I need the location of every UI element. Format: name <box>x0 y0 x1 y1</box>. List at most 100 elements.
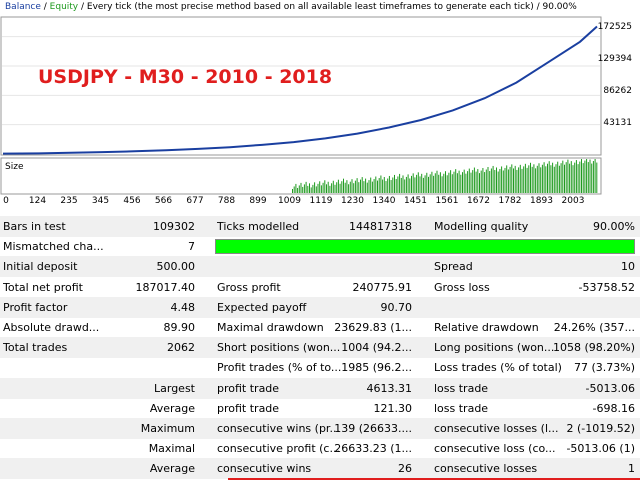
size-label: Size <box>5 162 24 172</box>
report-value <box>540 297 635 318</box>
size-bar <box>433 175 435 193</box>
size-bar <box>303 184 305 193</box>
size-bar <box>428 176 429 193</box>
test-description: / Every tick (the most precise method ba… <box>78 2 577 12</box>
report-value: 77 (3.73%) <box>573 361 635 375</box>
report-label: loss trade <box>434 381 489 395</box>
report-value: 187017.40 <box>135 280 196 294</box>
size-bar <box>387 178 389 193</box>
size-bar <box>375 176 377 193</box>
size-bar <box>409 178 411 193</box>
size-bar <box>453 171 455 193</box>
size-bar <box>336 182 338 193</box>
size-bar <box>485 169 487 193</box>
size-bar <box>390 180 392 193</box>
size-bar <box>462 172 463 193</box>
report-label: consecutive wins <box>217 462 312 476</box>
size-bar <box>405 176 407 193</box>
size-bar <box>484 172 486 193</box>
size-bar <box>419 176 421 193</box>
size-bar <box>592 161 594 193</box>
size-bar <box>596 162 598 193</box>
report-label: Profit trades (% of to... <box>217 361 342 375</box>
size-bar <box>458 170 460 193</box>
size-bar <box>518 167 520 193</box>
size-bar <box>451 174 453 193</box>
report-value: 500.00 <box>156 260 196 274</box>
size-bar <box>377 180 378 193</box>
size-bar <box>414 177 416 193</box>
size-bar <box>363 181 365 193</box>
report-value: 26 <box>398 462 412 476</box>
balance-graph: Balance / Equity / Every tick (the most … <box>0 0 640 215</box>
size-bar <box>572 165 574 193</box>
size-bar <box>502 170 504 193</box>
size-bar <box>530 162 531 193</box>
size-bar <box>494 170 496 193</box>
report-label: loss trade <box>434 401 489 415</box>
size-bar <box>581 159 582 193</box>
y-tick-label: 129394 <box>597 54 632 64</box>
size-bar <box>351 179 353 193</box>
size-bar <box>305 181 307 193</box>
equity-legend: Equity <box>49 2 79 12</box>
report-label: Total net profit <box>3 280 83 294</box>
report-row: Absolute drawd... 89.90 Maximal drawdown 23… <box>0 317 640 338</box>
report-value: 109302 <box>153 220 195 233</box>
size-bar <box>344 182 346 193</box>
report-value: 90.70 <box>380 300 413 314</box>
y-tick-label: 43131 <box>603 118 632 128</box>
size-bar <box>353 183 355 193</box>
report-value: 7 <box>188 240 195 254</box>
size-bar <box>558 165 560 193</box>
size-bar <box>337 179 339 193</box>
size-bar <box>332 180 334 193</box>
size-bar <box>293 186 295 193</box>
size-bar <box>326 184 327 193</box>
report-value: 144817318 <box>349 220 412 233</box>
report-value: -698.16 <box>592 401 635 415</box>
size-bar <box>382 179 384 193</box>
size-bar <box>314 182 316 193</box>
report-value: 2 (-1019.52) <box>566 422 635 435</box>
size-bar <box>523 166 525 193</box>
size-bar <box>531 166 533 193</box>
red-underline <box>228 478 640 480</box>
size-bar <box>450 170 452 193</box>
size-bar <box>339 183 341 193</box>
report-row: Profit factor 4.48 Expected payoff 90.70 <box>0 296 640 318</box>
x-tick-label: 345 <box>91 196 110 206</box>
size-bar <box>499 168 501 193</box>
size-bar <box>412 173 414 193</box>
balance-chart-svg <box>0 16 602 195</box>
x-tick-label: 1119 <box>309 196 333 206</box>
size-bar <box>348 184 350 193</box>
report-label: Mismatched cha... <box>3 240 104 254</box>
x-tick-label: 1782 <box>498 196 522 206</box>
size-bar <box>434 173 436 193</box>
size-bar <box>455 169 457 193</box>
size-bar <box>535 168 537 193</box>
x-tick-label: 1561 <box>435 196 459 206</box>
size-bar <box>343 178 344 193</box>
report-label: Expected payoff <box>217 300 307 314</box>
report-label <box>217 256 347 277</box>
size-bar <box>477 169 479 193</box>
report-value: Largest <box>154 381 195 395</box>
size-bar <box>541 164 543 193</box>
size-bar <box>570 161 572 193</box>
size-bar <box>536 165 538 193</box>
size-bar <box>436 170 438 193</box>
report-value: 24.26% (357... <box>553 321 635 334</box>
size-bar <box>360 179 361 193</box>
size-bar <box>300 182 302 193</box>
size-bar <box>472 170 474 193</box>
size-bar <box>392 177 394 193</box>
size-bar <box>317 183 319 193</box>
size-bar <box>402 175 404 193</box>
x-tick-label: 566 <box>154 196 173 206</box>
size-bar <box>441 176 443 193</box>
size-bar <box>492 165 494 193</box>
report-row: Largest profit trade 4613.31 loss trade -501… <box>0 377 640 399</box>
size-bar <box>565 162 567 193</box>
